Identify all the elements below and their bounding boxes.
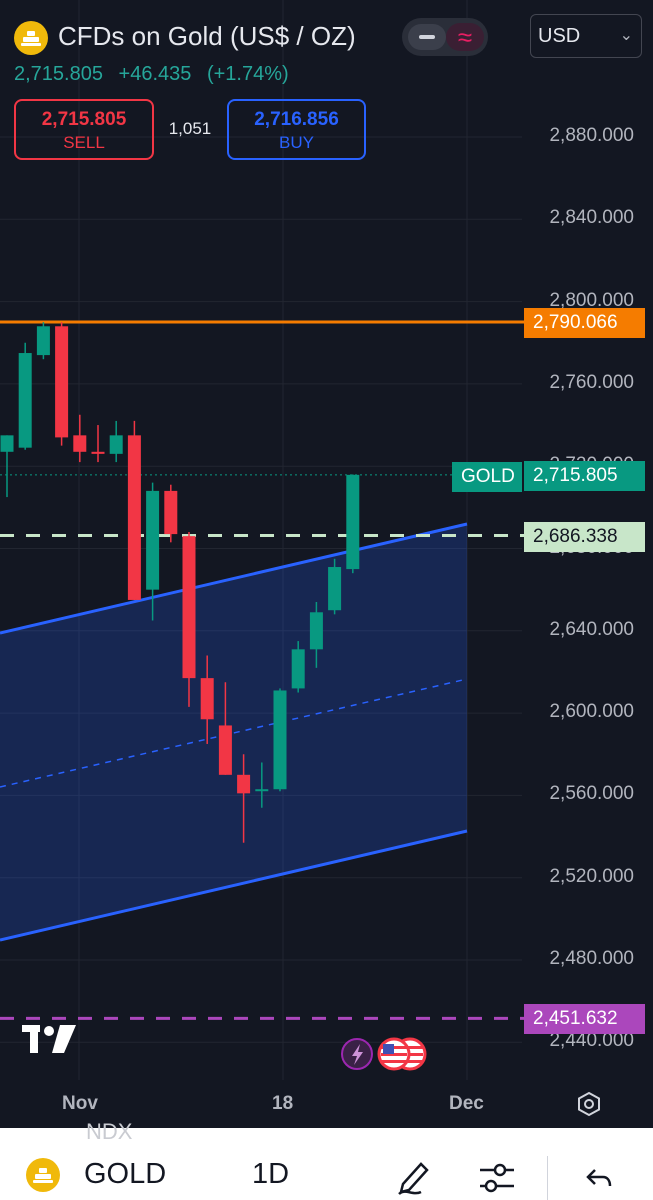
price-axis-label: 2,800.000 <box>549 289 634 311</box>
price-axis-label: 2,640.000 <box>549 618 634 640</box>
candle-body <box>36 326 50 356</box>
candle-body <box>255 789 269 792</box>
time-label-nov: Nov <box>62 1093 98 1114</box>
candle-body <box>291 649 305 689</box>
candle-body <box>0 435 14 452</box>
candle-body <box>218 725 232 775</box>
channel-median-line <box>0 678 468 788</box>
spread-value: 1,051 <box>168 119 212 138</box>
symbol-header: CFDs on Gold (US$ / OZ) ≈ USD ⌄ 2,715.80… <box>0 0 653 170</box>
lightning-icon[interactable] <box>341 1038 373 1070</box>
price-axis-label: 2,560.000 <box>549 783 634 805</box>
current-price-tag: 2,715.805 <box>524 461 645 491</box>
price-axis-label: 2,520.000 <box>549 865 634 887</box>
candle-body <box>127 435 141 600</box>
minus-icon[interactable] <box>408 24 446 50</box>
candle-body <box>328 567 342 611</box>
time-label-18: 18 <box>272 1093 294 1114</box>
sell-label: SELL <box>63 133 105 152</box>
last-price: 2,715.805 <box>14 63 103 85</box>
alert-line-price-tag: 2,686.338 <box>524 522 645 552</box>
gold-logo-icon <box>26 1158 60 1192</box>
candle-body <box>55 326 69 438</box>
price-chart[interactable] <box>0 0 653 1128</box>
buy-label: BUY <box>279 133 314 152</box>
symbol-title[interactable]: CFDs on Gold (US$ / OZ) <box>58 21 356 51</box>
candle-body <box>309 612 323 650</box>
tradingview-logo-icon <box>22 1025 76 1053</box>
symbol-search-button[interactable]: GOLD <box>84 1158 167 1190</box>
timeframe-button[interactable]: 1D <box>252 1158 290 1190</box>
candle-body <box>164 490 178 535</box>
chevron-down-icon: ⌄ <box>619 27 633 44</box>
drawing-tool-icon[interactable] <box>395 1158 431 1196</box>
bottom-line-price-tag: 2,451.632 <box>524 1004 645 1034</box>
price-change: +46.435 <box>118 63 192 85</box>
candle-body <box>146 490 160 590</box>
sell-button[interactable]: 2,715.805 SELL <box>14 99 154 160</box>
channel-upper-line <box>0 522 468 635</box>
regression-channel-fill <box>0 523 467 940</box>
undo-icon[interactable] <box>585 1166 613 1190</box>
candle-body <box>18 353 32 448</box>
price-axis-label: 2,840.000 <box>549 207 634 229</box>
price-axis-label: 2,760.000 <box>549 371 634 393</box>
horizontal-line-price-tag: 2,790.066 <box>524 308 645 338</box>
buy-price: 2,716.856 <box>254 109 339 130</box>
price-axis-label: 2,480.000 <box>549 948 634 969</box>
buy-button[interactable]: 2,716.856 BUY <box>227 99 366 160</box>
price-axis-label: 2,440.000 <box>549 1030 634 1052</box>
candle-body <box>73 435 87 452</box>
gold-logo-icon <box>14 21 48 55</box>
candle-body <box>91 451 105 454</box>
currency-value: USD <box>538 25 581 47</box>
candle-body <box>273 690 287 790</box>
indicators-icon[interactable] <box>478 1162 516 1196</box>
event-badges[interactable] <box>340 1036 435 1072</box>
channel-lower-line <box>0 829 468 942</box>
us-flag-icon[interactable] <box>377 1037 427 1071</box>
ghost-symbol: NDX <box>86 1119 133 1144</box>
bottom-toolbar: NDX GOLD 1D <box>0 1119 653 1200</box>
currency-select[interactable]: USD ⌄ <box>530 14 642 58</box>
settings-icon[interactable] <box>576 1091 602 1117</box>
toolbar-divider <box>547 1156 548 1200</box>
candle-body <box>346 474 360 570</box>
candle-body <box>182 536 196 679</box>
candle-body <box>237 774 251 794</box>
price-axis-label: 2,880.000 <box>549 125 634 146</box>
symbol-tag: GOLD <box>452 462 522 492</box>
time-label-dec: Dec <box>449 1093 484 1114</box>
price-axis-label: 2,600.000 <box>549 701 634 723</box>
chart-mode-toggle[interactable]: ≈ <box>402 18 488 56</box>
sell-price: 2,715.805 <box>41 109 127 130</box>
price-summary: 2,715.805 +46.435 (+1.74%) <box>14 63 299 86</box>
price-change-percent: (+1.74%) <box>206 63 289 85</box>
candle-body <box>109 435 123 454</box>
wave-icon[interactable]: ≈ <box>446 23 484 51</box>
candle-body <box>200 678 214 720</box>
